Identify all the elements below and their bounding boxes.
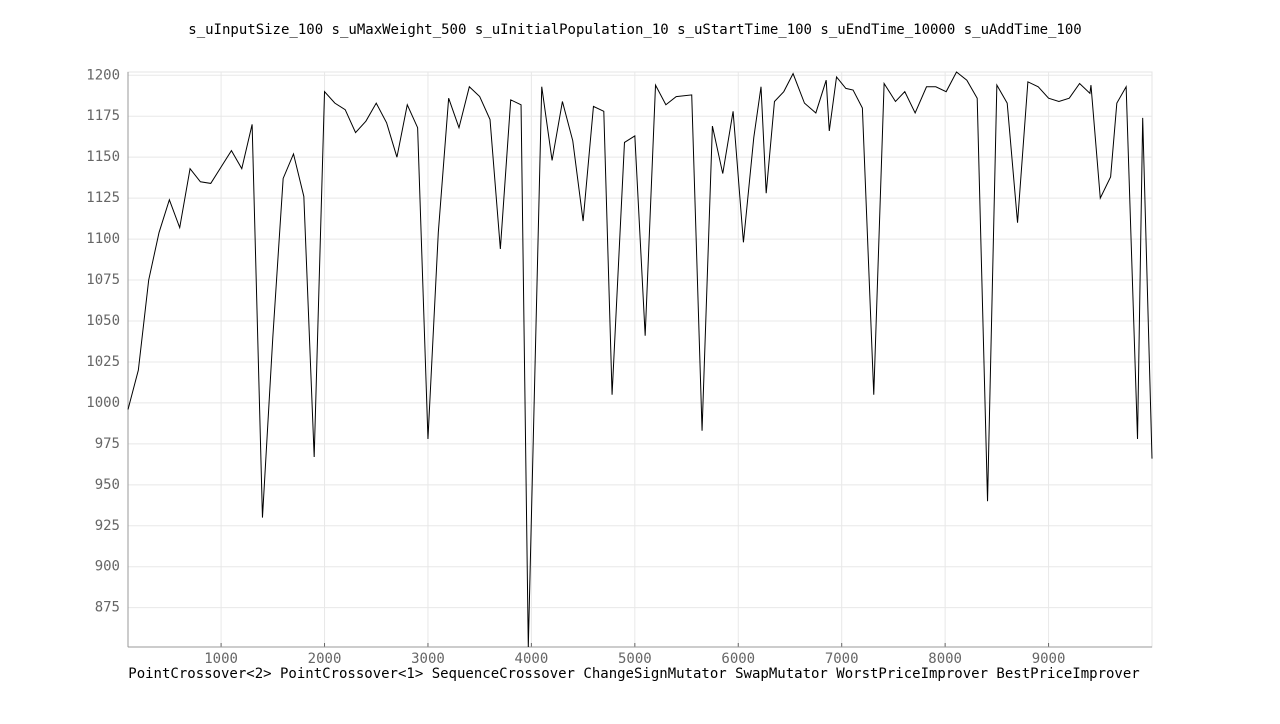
chart-title: s_uInputSize_100 s_uMaxWeight_500 s_uIni…: [188, 22, 1081, 38]
y-tick-label: 950: [95, 477, 120, 493]
y-tick-label: 1125: [86, 190, 120, 206]
x-tick-label: 1000: [204, 651, 238, 667]
x-tick-label: 4000: [515, 651, 549, 667]
x-tick-label: 8000: [928, 651, 962, 667]
y-tick-label: 1050: [86, 313, 120, 329]
y-tick-label: 1175: [86, 108, 120, 124]
y-tick-label: 900: [95, 559, 120, 575]
y-tick-label: 875: [95, 600, 120, 616]
data-line: [127, 71, 1153, 648]
y-tick-label: 925: [95, 518, 120, 534]
y-tick-label: 1025: [86, 354, 120, 370]
x-tick-label: 7000: [825, 651, 859, 667]
x-tick-label: 6000: [721, 651, 755, 667]
y-tick-label: 1000: [86, 395, 120, 411]
y-tick-label: 1150: [86, 149, 120, 165]
y-tick-label: 975: [95, 436, 120, 452]
y-tick-label: 1200: [86, 67, 120, 83]
x-tick-label: 5000: [618, 651, 652, 667]
y-tick-label: 1075: [86, 272, 120, 288]
x-tick-label: 2000: [308, 651, 342, 667]
x-axis-label: PointCrossover<2> PointCrossover<1> Sequ…: [128, 666, 1139, 682]
x-tick-label: 3000: [411, 651, 445, 667]
x-tick-label: 9000: [1032, 651, 1066, 667]
y-tick-label: 1100: [86, 231, 120, 247]
